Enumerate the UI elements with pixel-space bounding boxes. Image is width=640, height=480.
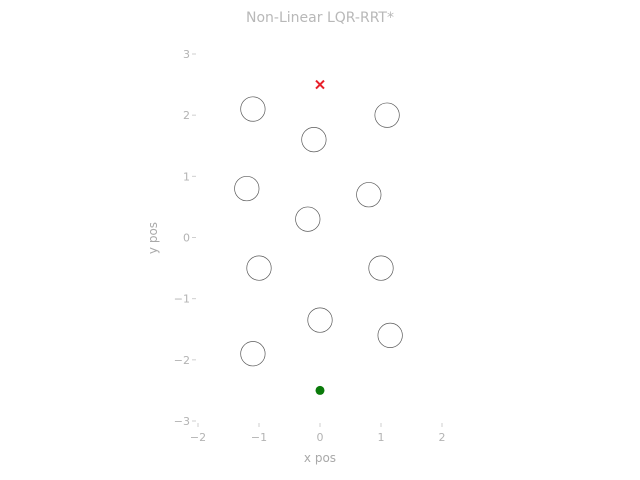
obstacle-circle: [234, 175, 260, 202]
x-tick-label: −1: [251, 431, 267, 444]
x-axis-label: x pos: [304, 451, 336, 465]
y-tick-label: 2: [183, 109, 190, 122]
x-tick-label: 2: [439, 431, 446, 444]
obstacle-circle: [301, 127, 327, 153]
y-axis-label: y pos: [146, 222, 160, 254]
y-tick-label: 0: [183, 232, 190, 245]
y-tick-label: 1: [183, 170, 190, 183]
obstacle-circle: [295, 206, 321, 232]
obstacle-circle: [246, 255, 272, 281]
y-tick-label: −2: [174, 354, 190, 367]
x-tick-label: 1: [378, 431, 385, 444]
obstacle-circle: [368, 255, 394, 281]
x-tick-label: −2: [190, 431, 206, 444]
y-tick-label: 3: [183, 48, 190, 61]
goal-marker-stroke: [315, 79, 325, 90]
obstacle-circle: [307, 307, 333, 333]
goal-marker: [315, 79, 325, 90]
obstacle-circle: [240, 96, 266, 122]
chart-title: Non-Linear LQR-RRT*: [246, 10, 394, 26]
obstacle-circle: [356, 182, 382, 208]
y-tick-label: −1: [174, 293, 190, 306]
obstacle-circle: [240, 341, 266, 367]
obstacle-circle: [374, 102, 400, 128]
x-tick-label: 0: [317, 431, 324, 444]
obstacles: [234, 96, 403, 367]
start-marker: [315, 385, 325, 395]
obstacle-circle: [377, 322, 403, 348]
markers: [315, 79, 325, 395]
y-tick-label: −3: [174, 415, 190, 428]
